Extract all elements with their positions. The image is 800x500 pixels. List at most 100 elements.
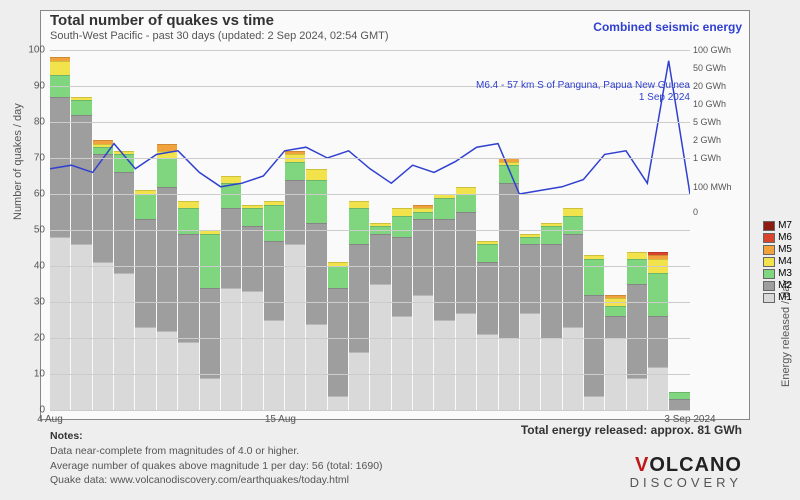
bar-segment-M1 bbox=[71, 244, 91, 410]
legend-label: M2 bbox=[778, 280, 792, 291]
y-tick: 90 bbox=[25, 81, 45, 92]
bar-segment-M4 bbox=[306, 169, 326, 180]
bar-segment-M1 bbox=[221, 288, 241, 410]
y-tick: 80 bbox=[25, 117, 45, 128]
bar-segment-M2 bbox=[584, 295, 604, 396]
bar-column bbox=[541, 223, 561, 410]
bar-column bbox=[584, 255, 604, 410]
bar-segment-M4 bbox=[563, 208, 583, 215]
y2-tick: 0 bbox=[693, 207, 738, 217]
bar-column bbox=[520, 234, 540, 410]
x-tick: 15 Aug bbox=[265, 414, 296, 425]
bar-segment-M2 bbox=[392, 237, 412, 316]
bar-segment-M2 bbox=[93, 154, 113, 262]
bar-segment-M3 bbox=[434, 198, 454, 220]
bar-column bbox=[157, 144, 177, 410]
bar-column bbox=[242, 205, 262, 410]
event-annotation: M6.4 - 57 km S of Panguna, Papua New Gui… bbox=[460, 80, 690, 104]
bar-segment-M3 bbox=[264, 205, 284, 241]
bar-segment-M3 bbox=[413, 212, 433, 219]
legend-item-M7: M7 bbox=[763, 220, 792, 231]
bar-segment-M4 bbox=[157, 151, 177, 158]
bar-segment-M1 bbox=[477, 334, 497, 410]
bar-column bbox=[456, 187, 476, 410]
bar-segment-M2 bbox=[306, 223, 326, 324]
bar-segment-M1 bbox=[563, 327, 583, 410]
legend-item-M5: M5 bbox=[763, 244, 792, 255]
bar-column bbox=[669, 392, 689, 410]
bar-segment-M3 bbox=[584, 259, 604, 295]
bar-segment-M1 bbox=[114, 273, 134, 410]
bar-segment-M2 bbox=[178, 234, 198, 342]
bar-segment-M3 bbox=[328, 266, 348, 288]
x-tick: 4 Aug bbox=[37, 414, 63, 425]
bar-segment-M4 bbox=[221, 176, 241, 183]
bar-segment-M1 bbox=[200, 378, 220, 410]
bar-segment-M2 bbox=[456, 212, 476, 313]
bar-segment-M2 bbox=[135, 219, 155, 327]
y-tick: 20 bbox=[25, 333, 45, 344]
legend-swatch bbox=[763, 221, 775, 231]
y2-tick: 10 GWh bbox=[693, 99, 738, 109]
bar-segment-M2 bbox=[50, 97, 70, 237]
legend-label: M5 bbox=[778, 244, 792, 255]
legend-item-M4: M4 bbox=[763, 256, 792, 267]
bar-segment-M3 bbox=[477, 244, 497, 262]
bar-segment-M1 bbox=[349, 352, 369, 410]
legend-item-M6: M6 bbox=[763, 232, 792, 243]
bar-segment-M1 bbox=[328, 396, 348, 410]
legend-label: M4 bbox=[778, 256, 792, 267]
bar-segment-M3 bbox=[306, 180, 326, 223]
bar-segment-M3 bbox=[200, 234, 220, 288]
bar-segment-M3 bbox=[627, 259, 647, 284]
logo-text: VOLCANO bbox=[630, 454, 742, 477]
bar-segment-M3 bbox=[157, 158, 177, 187]
bar-column bbox=[264, 201, 284, 410]
legend-item-M2: M2 bbox=[763, 280, 792, 291]
legend-label: M7 bbox=[778, 220, 792, 231]
legend-swatch bbox=[763, 293, 775, 303]
total-energy-label: Total energy released: approx. 81 GWh bbox=[521, 423, 742, 437]
bar-column bbox=[349, 201, 369, 410]
logo: VOLCANO DISCOVERY bbox=[630, 454, 742, 490]
bar-segment-M1 bbox=[135, 327, 155, 410]
bar-segment-M3 bbox=[392, 216, 412, 238]
bar-segment-M1 bbox=[306, 324, 326, 410]
logo-subtitle: DISCOVERY bbox=[630, 475, 742, 490]
y2-tick: 1 GWh bbox=[693, 153, 738, 163]
bar-segment-M2 bbox=[114, 172, 134, 273]
legend-label: M3 bbox=[778, 268, 792, 279]
bar-segment-M2 bbox=[563, 234, 583, 328]
bar-segment-M2 bbox=[285, 180, 305, 245]
bar-column bbox=[50, 57, 70, 410]
bar-segment-M3 bbox=[285, 162, 305, 180]
legend-label: M1 bbox=[778, 292, 792, 303]
y-tick: 100 bbox=[25, 45, 45, 56]
bar-segment-M1 bbox=[627, 378, 647, 410]
y-tick: 30 bbox=[25, 297, 45, 308]
bar-segment-M3 bbox=[605, 306, 625, 317]
bar-segment-M1 bbox=[584, 396, 604, 410]
bar-segment-M4 bbox=[349, 201, 369, 208]
bar-column bbox=[605, 295, 625, 410]
y2-tick: 20 GWh bbox=[693, 81, 738, 91]
bar-segment-M2 bbox=[541, 244, 561, 338]
bar-segment-M2 bbox=[71, 115, 91, 245]
legend-item-M3: M3 bbox=[763, 268, 792, 279]
legend-swatch bbox=[763, 269, 775, 279]
y-tick: 10 bbox=[25, 369, 45, 380]
bar-column bbox=[392, 208, 412, 410]
y2-tick: 100 GWh bbox=[693, 45, 738, 55]
bar-segment-M3 bbox=[349, 208, 369, 244]
bar-segment-M1 bbox=[413, 295, 433, 410]
bar-column bbox=[563, 208, 583, 410]
bar-segment-M2 bbox=[264, 241, 284, 320]
bar-segment-M2 bbox=[328, 288, 348, 396]
bar-column bbox=[178, 201, 198, 410]
bar-column bbox=[135, 190, 155, 410]
bar-segment-M3 bbox=[499, 165, 519, 183]
legend-swatch bbox=[763, 281, 775, 291]
notes-line: Data near-complete from magnitudes of 4.… bbox=[50, 444, 383, 459]
annotation-line2: 1 Sep 2024 bbox=[460, 92, 690, 104]
bar-segment-M1 bbox=[93, 262, 113, 410]
